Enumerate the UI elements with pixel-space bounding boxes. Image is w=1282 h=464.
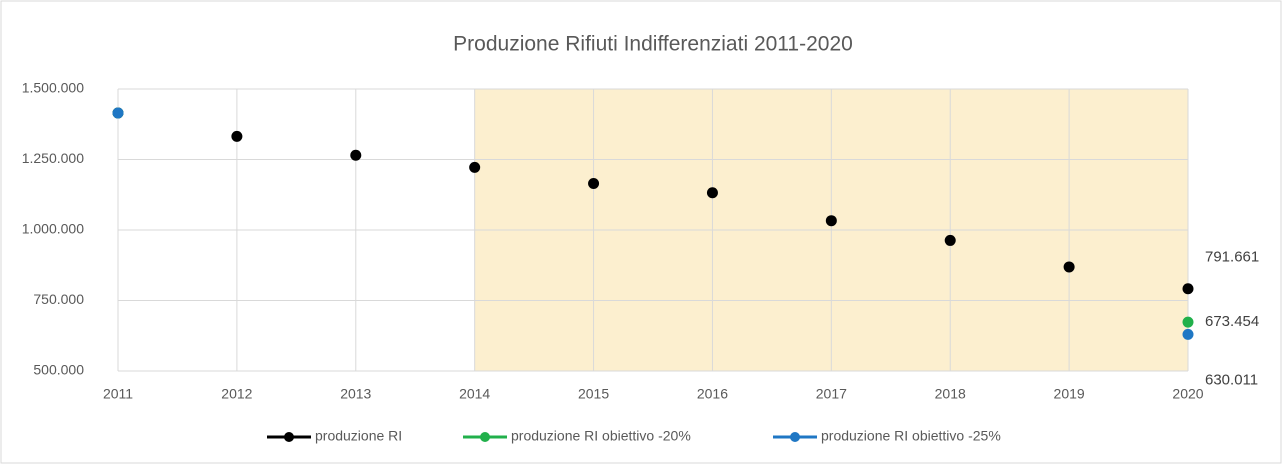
point-marker: [231, 130, 243, 142]
point-marker: [944, 234, 956, 246]
y-tick-label: 1.250.000: [22, 150, 84, 166]
x-tick-label: 2018: [935, 386, 966, 402]
y-tick-label: 500.000: [33, 362, 84, 378]
x-tick-label: 2016: [697, 386, 728, 402]
data-label: 673.454: [1205, 313, 1259, 330]
data-label: 791.661: [1205, 249, 1259, 266]
point-marker: [706, 187, 718, 199]
x-tick-label: 2011: [103, 386, 133, 402]
x-tick-label: 2012: [221, 386, 252, 402]
y-tick-label: 1.500.000: [22, 80, 84, 96]
legend-label: produzione RI obiettivo -25%: [821, 428, 1001, 444]
x-tick-label: 2020: [1172, 386, 1203, 402]
chart-title: Produzione Rifiuti Indifferenziati 2011-…: [453, 33, 853, 56]
point-marker: [825, 215, 837, 227]
legend-marker: [480, 432, 490, 442]
legend: produzione RI produzione RI obiettivo -20…: [267, 428, 1001, 444]
point-marker: [1182, 283, 1194, 295]
data-label: 630.011: [1205, 371, 1258, 388]
point-marker: [1182, 328, 1194, 340]
point-marker: [112, 107, 124, 119]
legend-label: produzione RI: [315, 428, 402, 444]
x-tick-label: 2019: [1054, 386, 1085, 402]
x-tick-label: 2017: [816, 386, 847, 402]
point-marker: [469, 161, 481, 173]
x-tick-label: 2015: [578, 386, 609, 402]
y-tick-label: 750.000: [33, 291, 84, 307]
point-marker: [1063, 261, 1075, 273]
point-marker: [1182, 316, 1194, 328]
legend-marker: [790, 432, 800, 442]
x-tick-label: 2014: [459, 386, 490, 402]
point-marker: [588, 177, 600, 189]
y-tick-label: 1.000.000: [22, 221, 84, 237]
legend-label: produzione RI obiettivo -20%: [511, 428, 691, 444]
point-marker: [350, 149, 362, 161]
legend-marker: [284, 432, 294, 442]
x-tick-label: 2013: [340, 386, 371, 402]
